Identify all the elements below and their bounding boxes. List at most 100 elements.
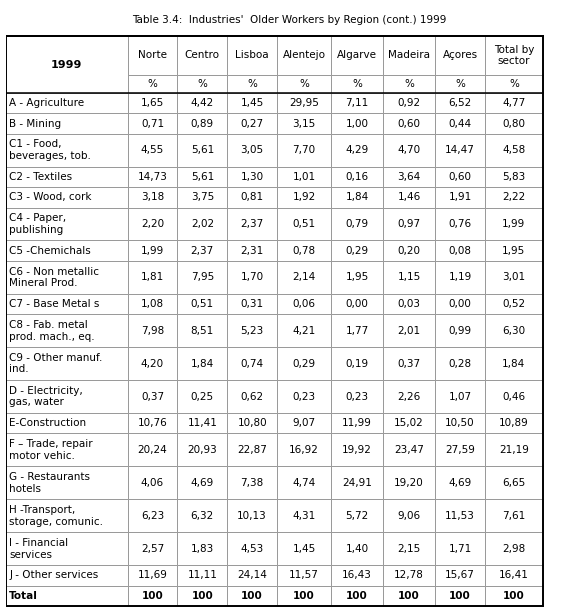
Text: 4,69: 4,69	[191, 478, 214, 488]
Text: 10,89: 10,89	[499, 418, 529, 428]
Text: 0,31: 0,31	[240, 299, 264, 309]
Text: 1,00: 1,00	[346, 119, 368, 129]
Text: 16,43: 16,43	[342, 570, 372, 580]
Bar	[227, 241, 277, 261]
Bar	[331, 241, 383, 261]
Bar	[128, 241, 177, 261]
Bar	[227, 532, 277, 565]
Text: 0,60: 0,60	[398, 119, 421, 129]
Text: 0,29: 0,29	[292, 359, 316, 368]
Bar	[177, 187, 227, 207]
Bar	[277, 207, 331, 241]
Text: 3,18: 3,18	[141, 192, 164, 203]
Text: 100: 100	[142, 591, 164, 601]
Bar	[128, 315, 177, 347]
Text: 1,08: 1,08	[141, 299, 164, 309]
Bar	[128, 134, 177, 166]
Bar	[435, 134, 485, 166]
Bar	[277, 586, 331, 606]
Text: F – Trade, repair
motor vehic.: F – Trade, repair motor vehic.	[9, 439, 93, 461]
Text: Total: Total	[9, 591, 38, 601]
Text: Açores: Açores	[443, 50, 477, 61]
Text: 29,95: 29,95	[289, 98, 319, 108]
Bar	[6, 380, 128, 413]
Text: C3 - Wood, cork: C3 - Wood, cork	[9, 192, 92, 203]
Bar	[6, 466, 128, 499]
Text: 0,81: 0,81	[240, 192, 264, 203]
Text: 100: 100	[346, 591, 368, 601]
Bar	[383, 36, 435, 75]
Bar	[383, 586, 435, 606]
Text: 8,51: 8,51	[191, 326, 214, 336]
Bar	[435, 380, 485, 413]
Bar	[331, 134, 383, 166]
Text: 1,45: 1,45	[240, 98, 264, 108]
Bar	[435, 241, 485, 261]
Text: 1,84: 1,84	[345, 192, 369, 203]
Text: 100: 100	[398, 591, 420, 601]
Bar	[128, 36, 177, 75]
Text: 2,57: 2,57	[141, 543, 164, 554]
Bar	[277, 499, 331, 532]
Bar	[177, 586, 227, 606]
Bar	[383, 413, 435, 433]
Bar	[227, 166, 277, 187]
Text: %: %	[247, 79, 257, 89]
Bar	[128, 433, 177, 466]
Bar	[6, 565, 128, 586]
Bar	[485, 499, 543, 532]
Bar	[6, 187, 128, 207]
Text: Total by
sector: Total by sector	[494, 45, 534, 66]
Text: %: %	[352, 79, 362, 89]
Text: 3,64: 3,64	[398, 172, 421, 182]
Text: 11,11: 11,11	[187, 570, 217, 580]
Bar	[227, 261, 277, 294]
Bar	[227, 586, 277, 606]
Text: 2,02: 2,02	[191, 219, 214, 229]
Bar	[331, 187, 383, 207]
Bar	[177, 207, 227, 241]
Bar	[435, 261, 485, 294]
Text: 1,95: 1,95	[502, 245, 525, 256]
Text: %: %	[455, 79, 465, 89]
Bar	[383, 565, 435, 586]
Bar	[128, 347, 177, 380]
Text: 0,52: 0,52	[502, 299, 525, 309]
Text: 3,01: 3,01	[502, 272, 525, 282]
Text: 2,14: 2,14	[292, 272, 316, 282]
Text: 1,30: 1,30	[240, 172, 264, 182]
Text: 11,53: 11,53	[445, 511, 475, 521]
Text: 10,80: 10,80	[238, 418, 267, 428]
Bar	[227, 113, 277, 134]
Text: 5,72: 5,72	[345, 511, 369, 521]
Bar	[331, 36, 383, 75]
Text: 0,44: 0,44	[449, 119, 472, 129]
Bar	[277, 187, 331, 207]
Bar	[177, 565, 227, 586]
Bar	[128, 294, 177, 315]
Text: 0,03: 0,03	[398, 299, 421, 309]
Bar	[485, 347, 543, 380]
Bar	[177, 347, 227, 380]
Text: 5,83: 5,83	[502, 172, 525, 182]
Bar	[128, 565, 177, 586]
Text: C4 - Paper,
publishing: C4 - Paper, publishing	[9, 213, 66, 235]
Text: 4,55: 4,55	[141, 145, 164, 155]
Bar	[277, 294, 331, 315]
Text: 1,45: 1,45	[292, 543, 316, 554]
Bar	[435, 93, 485, 113]
Bar	[277, 433, 331, 466]
Text: 4,06: 4,06	[141, 478, 164, 488]
Bar	[331, 565, 383, 586]
Text: 1,84: 1,84	[502, 359, 525, 368]
Bar	[435, 207, 485, 241]
Text: 5,61: 5,61	[191, 145, 214, 155]
Bar	[485, 261, 543, 294]
Bar	[128, 187, 177, 207]
Text: 6,23: 6,23	[141, 511, 164, 521]
Text: 15,67: 15,67	[445, 570, 475, 580]
Bar	[383, 75, 435, 93]
Text: 0,71: 0,71	[141, 119, 164, 129]
Text: 1999: 1999	[51, 59, 82, 70]
Bar	[177, 261, 227, 294]
